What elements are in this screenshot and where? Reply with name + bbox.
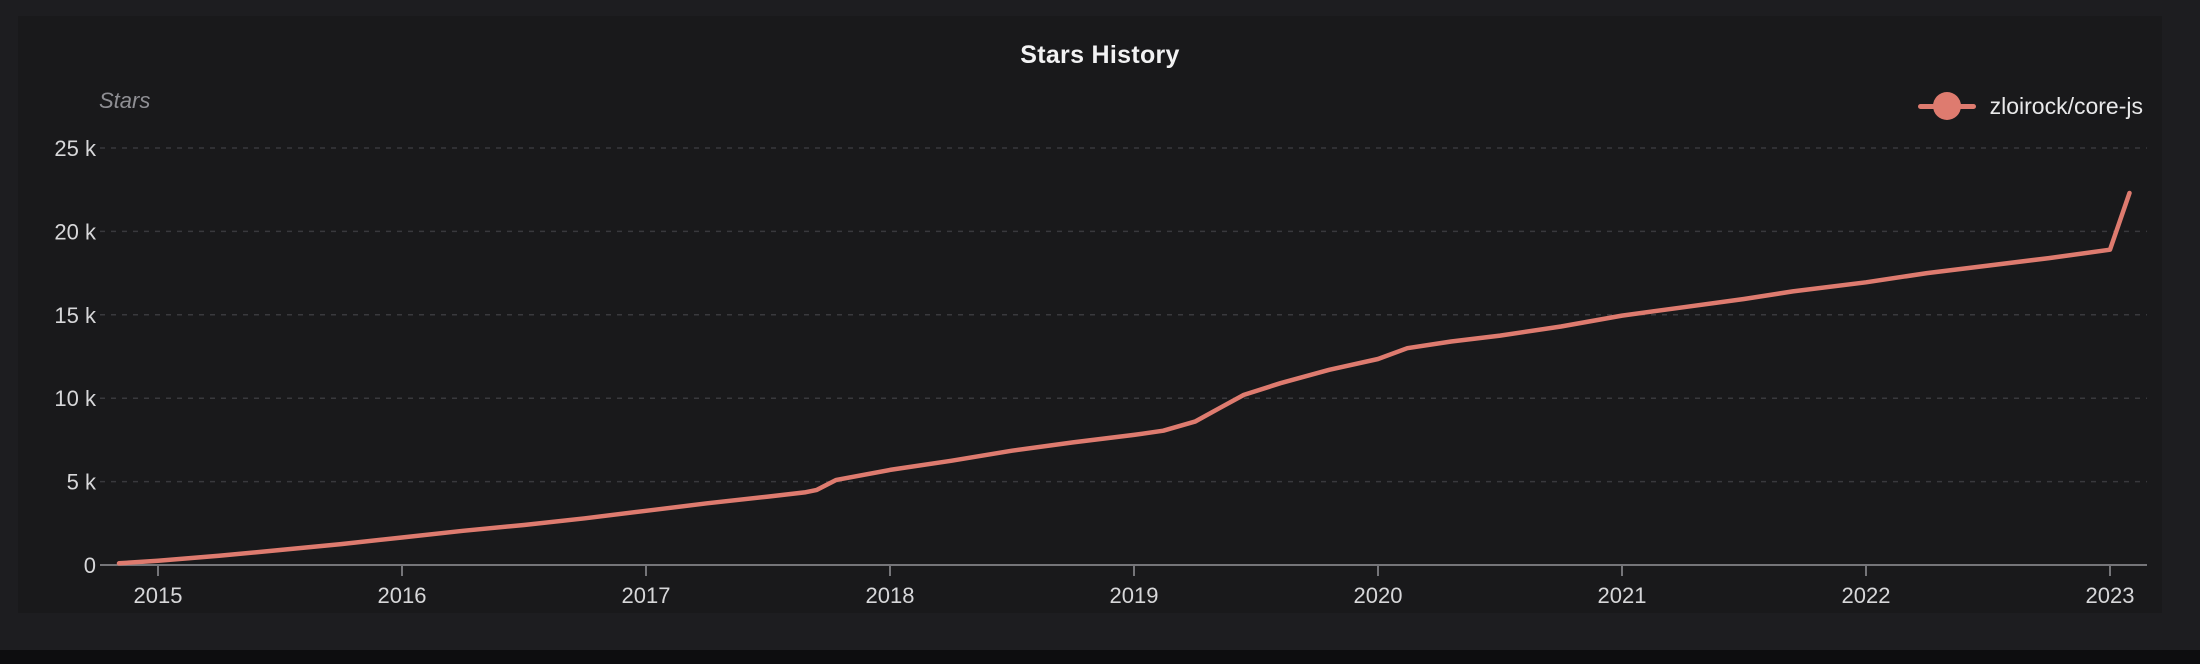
x-axis-tick-label: 2023 — [2086, 583, 2135, 608]
y-axis-tick-label: 20 k — [54, 219, 97, 244]
y-axis-tick-label: 15 k — [54, 303, 97, 328]
x-axis-tick-label: 2021 — [1598, 583, 1647, 608]
y-axis-tick-label: 5 k — [67, 470, 97, 495]
y-axis-tick-label: 25 k — [54, 136, 97, 161]
x-axis-tick-label: 2017 — [622, 583, 671, 608]
y-axis-tick-label: 0 — [84, 553, 96, 578]
legend-line-marker-icon — [1917, 92, 1976, 120]
x-axis-tick-label: 2015 — [134, 583, 183, 608]
x-axis-tick-label: 2022 — [1842, 583, 1891, 608]
chart-title: Stars History — [1020, 41, 1180, 69]
y-axis-name: Stars — [99, 88, 151, 113]
legend-label: zloirock/core-js — [1989, 92, 2143, 119]
legend-item-core-js[interactable]: zloirock/core-js — [1917, 92, 2143, 120]
x-axis-tick-label: 2018 — [866, 583, 915, 608]
series-line[interactable] — [116, 190, 2132, 566]
page-bottom-edge — [0, 650, 2200, 664]
y-axis-tick-label: 10 k — [54, 386, 97, 411]
x-axis-tick-label: 2016 — [378, 583, 427, 608]
x-axis-tick-label: 2020 — [1354, 583, 1403, 608]
x-axis-tick-label: 2019 — [1110, 583, 1159, 608]
